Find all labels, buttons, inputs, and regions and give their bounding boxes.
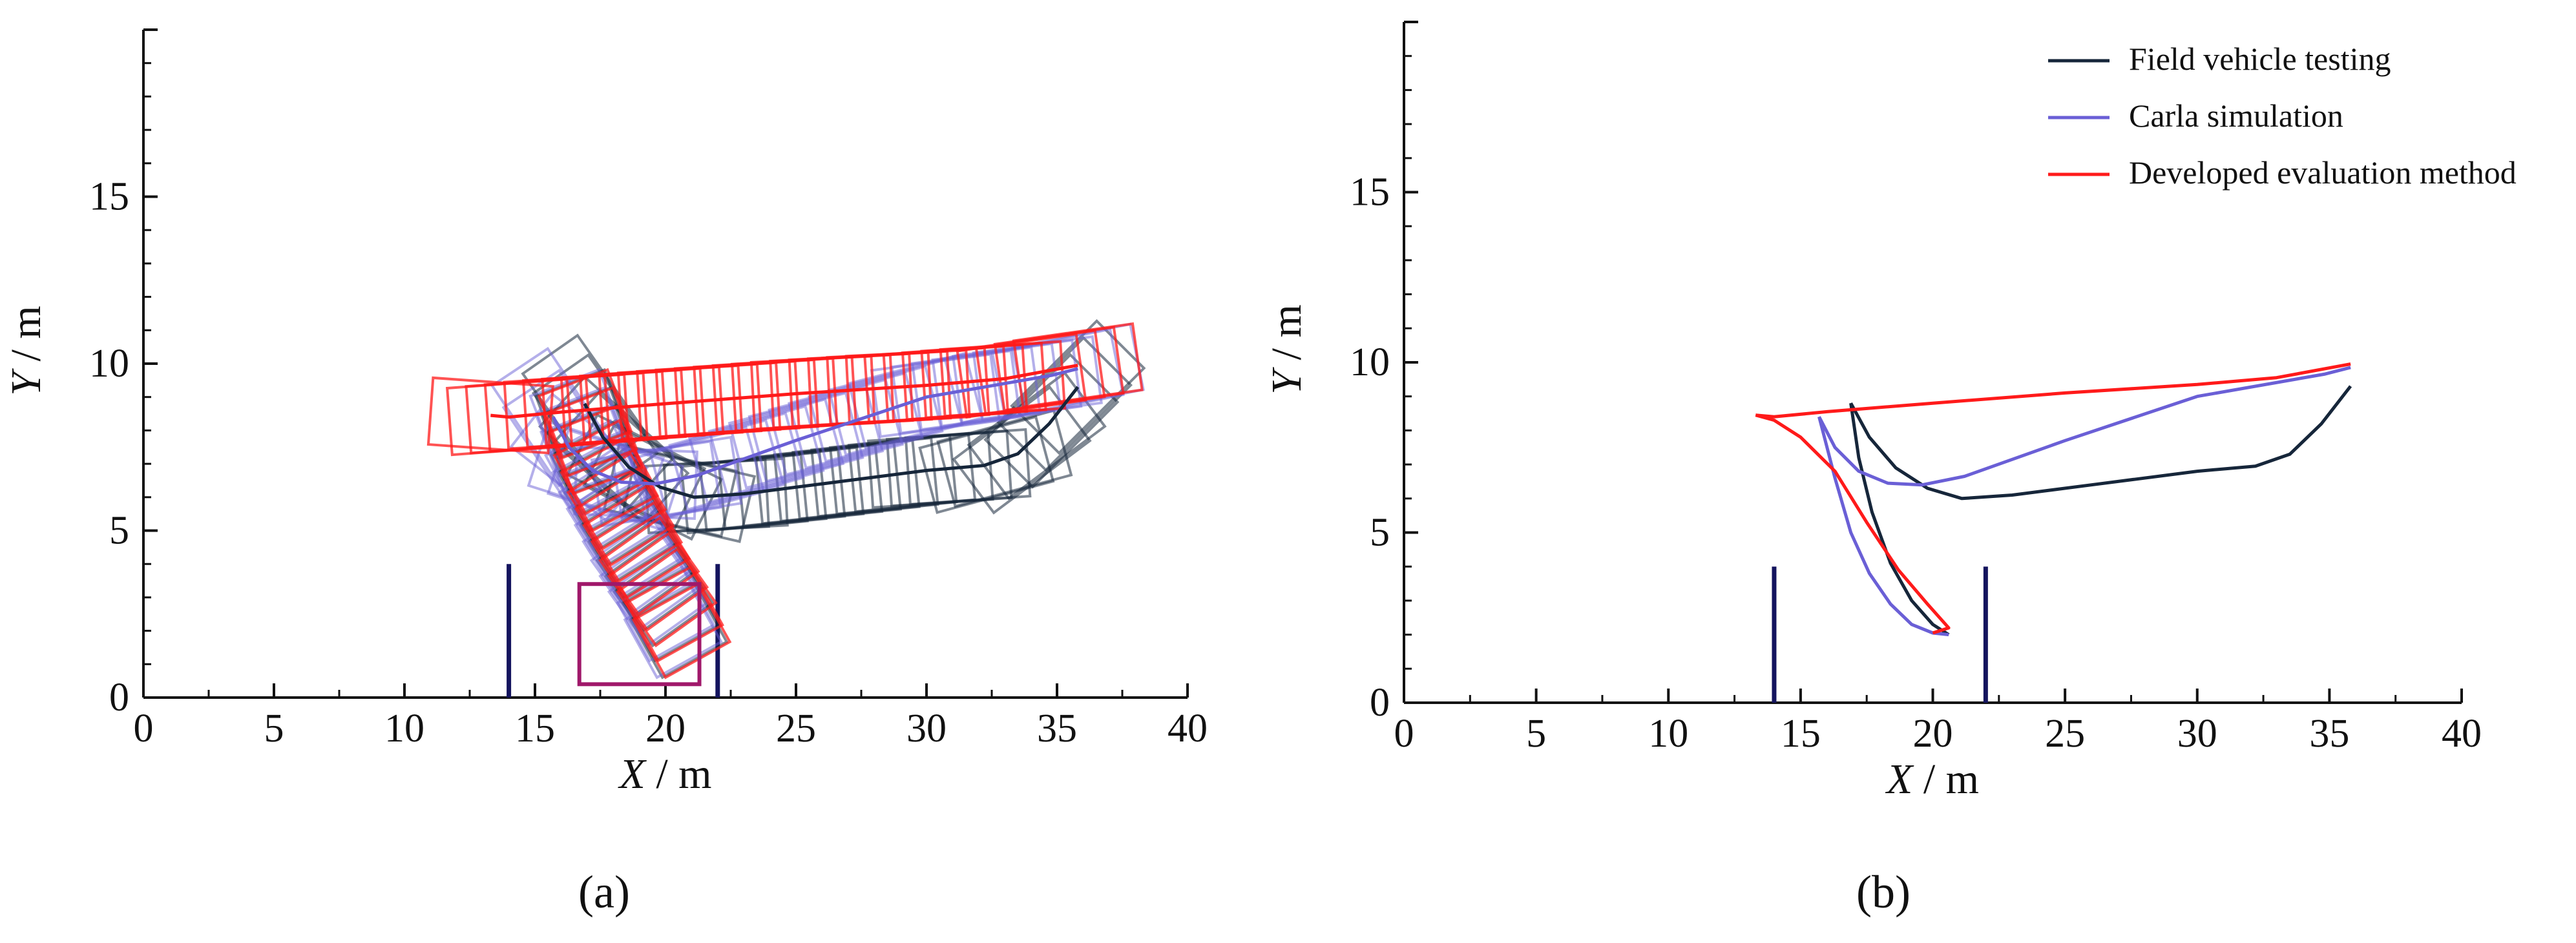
panel-a-x-tick-label: 15 (515, 707, 555, 751)
legend-label-carla: Carla simulation (2129, 98, 2343, 134)
panel-a-y-tick-label: 0 (109, 676, 129, 720)
panel-b-x-tick-label: 0 (1394, 712, 1414, 756)
panel-a-y-axis-label-var: Y (3, 368, 50, 396)
series-line-carla-segment-1 (1817, 366, 2351, 487)
pose-box-carla (847, 351, 984, 450)
pose-box-carla (573, 484, 675, 583)
panel-b-y-tick-label: 5 (1370, 511, 1390, 555)
final-parked-pose-box (577, 582, 702, 687)
panel-b-x-tick-label: 20 (1913, 712, 1953, 756)
pose-box-field (628, 582, 729, 679)
pose-box-developed (548, 404, 644, 495)
panel-b-x-tick-label: 35 (2309, 712, 2349, 756)
panel-a-y-axis-label: Y / m (3, 306, 50, 395)
panel-b-x-tick-label: 40 (2442, 712, 2482, 756)
panel-a-label: (a) (578, 866, 630, 918)
panel-b-y-axis-label-var: Y (1263, 367, 1310, 395)
trajectory-line-field (583, 386, 1080, 499)
panel-a-x-axis-label-var: X (617, 751, 647, 798)
panel-a-x-tick-label: 20 (645, 707, 686, 751)
panel-b-label: (b) (1856, 866, 1911, 918)
panel-b-x-axis-label: X / m (1885, 756, 1979, 803)
panel-a-y-axis-label-unit: / m (3, 306, 50, 372)
panel-a-y-tick-label: 15 (89, 175, 129, 219)
series-line-developed-segment-0 (1755, 413, 1951, 635)
pose-box-developed (582, 484, 684, 583)
panel-b-y-tick-label: 15 (1350, 171, 1390, 214)
pose-box-field (918, 415, 1055, 514)
panel-a-x-tick-label: 0 (134, 707, 154, 751)
panel-a-x-axis-label-unit: / m (645, 751, 712, 798)
pose-box-developed (426, 376, 554, 455)
pose-box-field (996, 336, 1133, 472)
panel-a-y-tick-label: 10 (89, 342, 129, 386)
series-line-carla-segment-0 (1817, 416, 1949, 637)
panel-a-y-tick-label: 5 (109, 509, 129, 553)
panel-b-x-tick-label: 30 (2177, 712, 2217, 756)
series-line-field-segment-1 (1849, 385, 2352, 501)
panel-a-x-tick-label: 35 (1037, 707, 1077, 751)
panel-b-x-axis-label-var: X (1885, 756, 1914, 803)
panel-a-x-tick-label: 30 (906, 707, 947, 751)
series-line-developed-segment-1 (1755, 362, 2351, 419)
panel-b-x-axis-label-unit: / m (1912, 756, 1979, 803)
pose-box-developed (537, 368, 633, 460)
pose-box-developed (590, 501, 691, 599)
panel-b-y-axis-label-unit: / m (1263, 304, 1310, 371)
panel-a-x-axis-label: X / m (617, 751, 711, 798)
panel-b-x-tick-label: 5 (1526, 712, 1546, 756)
panel-b-y-tick-label: 10 (1350, 340, 1390, 384)
pose-box-carla (607, 547, 709, 648)
legend-label-field: Field vehicle testing (2129, 41, 2391, 77)
panel-a-x-tick-label: 10 (384, 707, 424, 751)
pose-box-developed (1012, 322, 1144, 409)
legend-label-developed: Developed evaluation method (2129, 154, 2517, 191)
pose-box-carla (581, 501, 683, 599)
panel-b-x-tick-label: 25 (2045, 712, 2085, 756)
pose-box-developed (616, 547, 718, 648)
pose-box-field (983, 353, 1120, 489)
pose-box-carla (728, 391, 864, 490)
panel-b-x-tick-label: 10 (1648, 712, 1688, 756)
trajectory-line-carla (552, 367, 1078, 486)
pose-box-developed (542, 386, 638, 478)
panel-b-x-tick-label: 15 (1781, 712, 1821, 756)
panel-a-x-tick-label: 5 (264, 707, 284, 751)
panel-a-x-tick-label: 25 (776, 707, 816, 751)
panel-a-x-tick-label: 40 (1168, 707, 1208, 751)
panel-b-y-tick-label: 0 (1370, 681, 1390, 725)
series-line-field-segment-0 (1849, 402, 1950, 636)
trajectory-line-developed (490, 364, 1078, 419)
pose-box-carla (687, 404, 825, 504)
panel-b-y-axis-label: Y / m (1263, 304, 1310, 394)
pose-box-carla (707, 397, 845, 497)
